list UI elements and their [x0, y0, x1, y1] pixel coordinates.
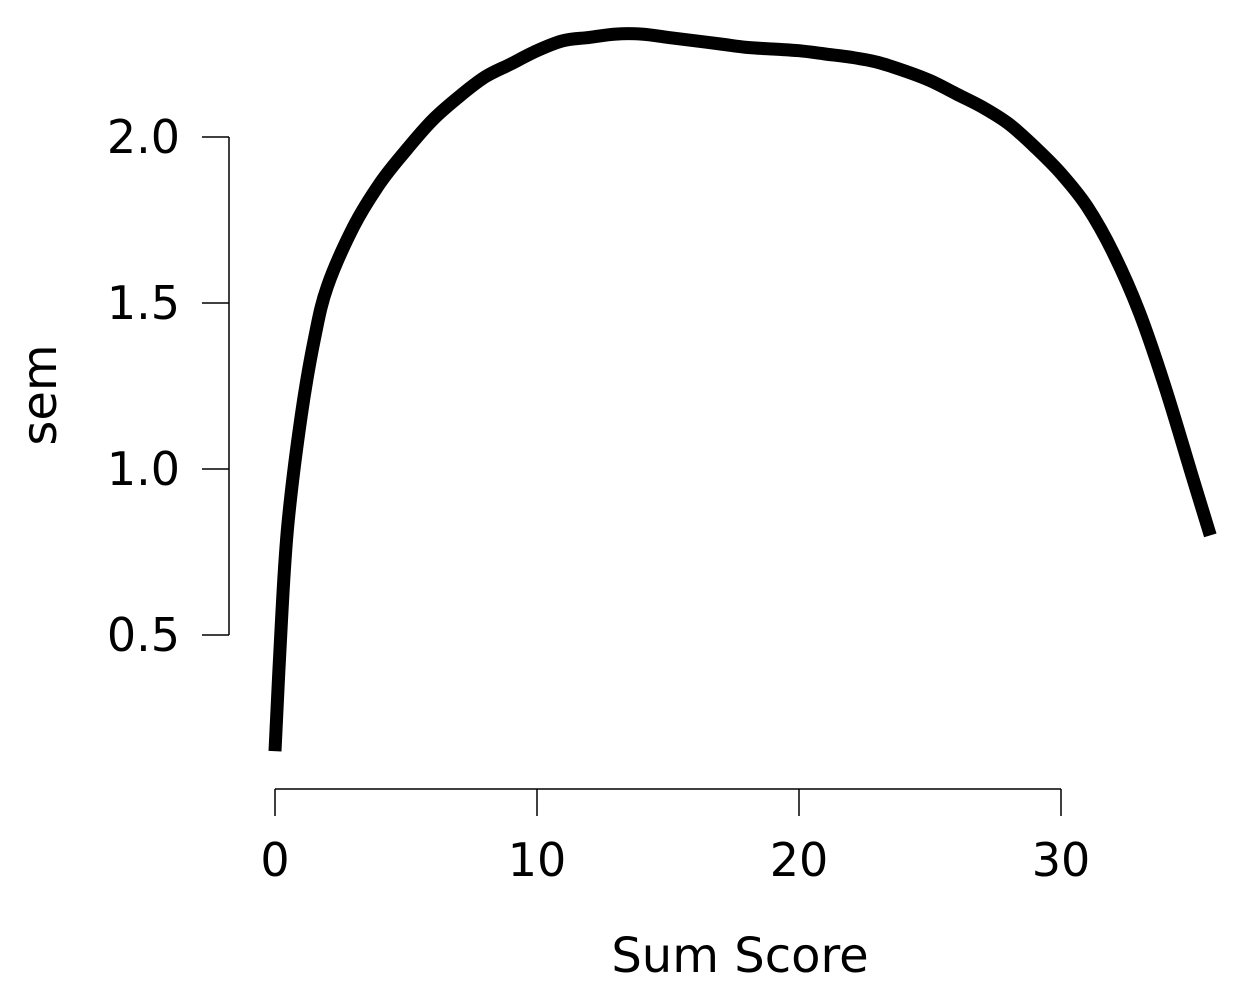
y-axis-title: sem — [12, 344, 68, 445]
x-tick-label: 0 — [260, 833, 289, 887]
y-tick-label: 1.5 — [107, 276, 180, 330]
sem-curve — [268, 27, 1217, 752]
y-tick-label: 1.0 — [107, 442, 180, 496]
x-tick-label: 30 — [1032, 833, 1091, 887]
y-ticks: 0.5 1.0 1.5 2.0 — [107, 110, 229, 662]
x-tick-label: 10 — [508, 833, 567, 887]
x-axis-title: Sum Score — [611, 928, 868, 984]
x-ticks: 0 10 20 30 — [260, 789, 1090, 887]
y-axis: 0.5 1.0 1.5 2.0 — [107, 110, 230, 662]
y-tick-label: 2.0 — [107, 110, 180, 164]
y-tick-label: 0.5 — [107, 608, 180, 662]
x-axis: 0 10 20 30 — [260, 788, 1090, 887]
x-tick-label: 20 — [770, 833, 829, 887]
